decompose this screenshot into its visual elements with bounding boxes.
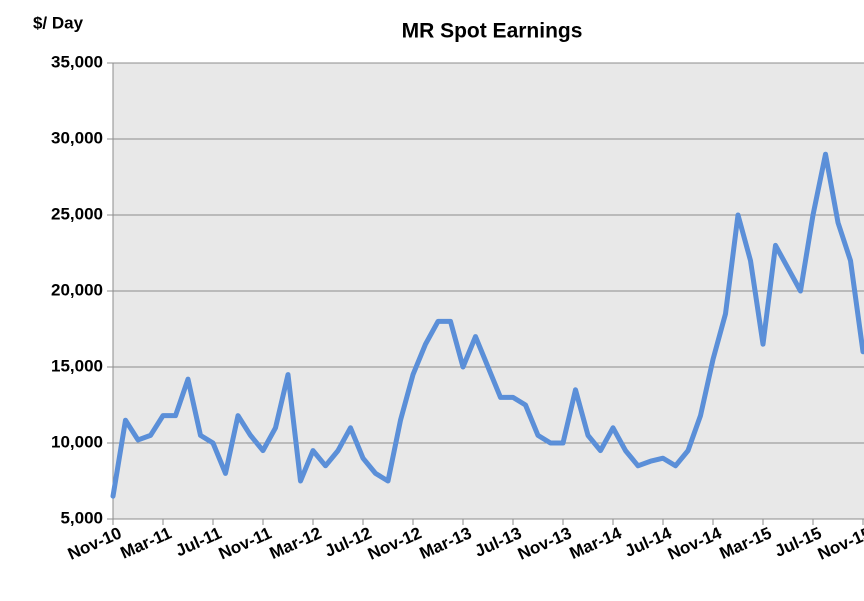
x-tick-label: Nov-14 bbox=[665, 523, 725, 564]
x-tick-label: Jul-14 bbox=[622, 523, 675, 561]
y-tick-label: 35,000 bbox=[51, 52, 103, 71]
x-tick-label: Mar-15 bbox=[717, 523, 775, 563]
y-tick-label: 25,000 bbox=[51, 204, 103, 223]
x-tick-label: Nov-12 bbox=[365, 523, 425, 563]
x-tick-label: Jul-11 bbox=[173, 523, 225, 560]
x-tick-label: Mar-12 bbox=[267, 523, 325, 563]
chart-title: MR Spot Earnings bbox=[402, 20, 583, 43]
y-tick-label: 15,000 bbox=[51, 356, 103, 375]
x-tick-label: Mar-14 bbox=[567, 523, 625, 563]
x-tick-label: Nov-13 bbox=[515, 523, 575, 563]
y-tick-label: 5,000 bbox=[60, 508, 103, 527]
x-tick-label: Mar-13 bbox=[417, 523, 475, 563]
x-tick-label: Nov-15 bbox=[815, 523, 864, 563]
x-tick-label: Jul-12 bbox=[322, 523, 375, 560]
x-tick-label: Jul-15 bbox=[772, 523, 825, 560]
y-tick-label: 10,000 bbox=[51, 432, 103, 451]
y-axis-label: $/ Day bbox=[33, 13, 84, 32]
x-tick-label: Jul-13 bbox=[472, 523, 525, 560]
x-tick-label: Nov-10 bbox=[65, 523, 125, 563]
line bbox=[110, 151, 864, 499]
x-tick-label: Nov-11 bbox=[216, 523, 275, 563]
y-tick-label: 30,000 bbox=[51, 128, 103, 147]
y-tick-label: 20,000 bbox=[51, 280, 103, 299]
x-tick-label: Mar-11 bbox=[118, 523, 175, 562]
